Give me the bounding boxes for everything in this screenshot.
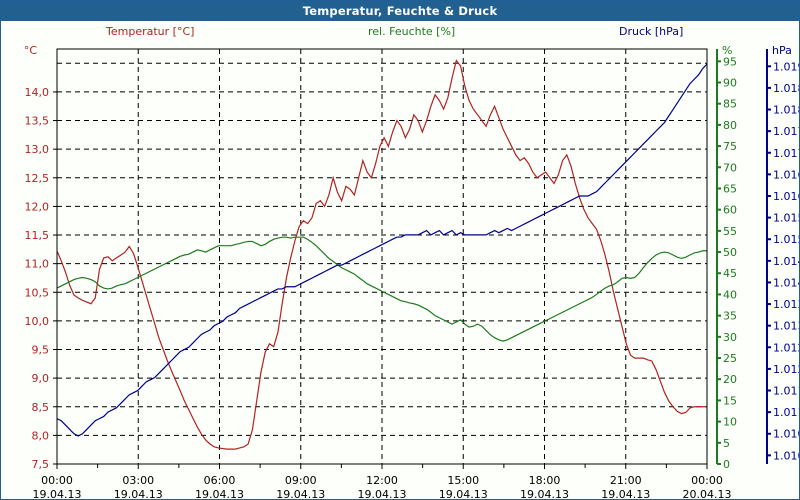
axis-ticklabel-humidity: 40 (723, 288, 737, 301)
axis-ticklabel-temperature: 9,0 (32, 372, 50, 385)
window-titlebar: Temperatur, Feuchte & Druck (1, 1, 799, 21)
axis-ticklabel-humidity: 35 (723, 310, 737, 323)
series-line-temperature (56, 59, 707, 450)
axis-ticklabel-time: 06:00 (204, 474, 236, 487)
axis-ticklabel-temperature: 8,5 (32, 401, 50, 414)
axis-ticklabel-pressure: 1.016 (773, 190, 799, 203)
axis-ticklabel-humidity: 60 (723, 204, 737, 217)
axis-ticklabel-pressure: 1.012 (773, 341, 799, 354)
axis-ticklabel-humidity: 65 (723, 182, 737, 195)
legend-label-temperature: Temperatur [°C] (106, 25, 195, 38)
axis-ticklabel-humidity: 85 (723, 98, 737, 111)
chart-plot-area: °C 14,0 13,5 13,0 12,5 12,0 11,5 11,0 10,5 10,0 9,… (1, 21, 799, 499)
axis-ticklabel-humidity: 5 (723, 437, 730, 450)
axis-ticklabel-pressure: 1.011 (773, 406, 799, 419)
axis-ticklabel-pressure: 1.014 (773, 255, 799, 268)
axis-ticklabel-humidity: 75 (723, 140, 737, 153)
axis-ticklabel-humidity: 45 (723, 267, 737, 280)
axis-ticklabel-pressure: 1.018 (773, 104, 799, 117)
axis-ticklabel-pressure: 1.017 (773, 147, 799, 160)
axis-ticklabel-temperature: 9,5 (32, 344, 50, 357)
legend-label-pressure: Druck [hPa] (619, 25, 684, 38)
axis-ticklabel-time: 21:00 (610, 474, 642, 487)
axis-ticklabel-humidity: 80 (723, 119, 737, 132)
legend-label-humidity: rel. Feuchte [%] (368, 25, 456, 38)
axis-ticklabel-date: 20.04.13 (683, 488, 732, 499)
axis-ticklabel-humidity: 55 (723, 225, 737, 238)
axis-ticklabel-time: 03:00 (122, 474, 154, 487)
legend-item-temperature: Temperatur [°C] (106, 25, 194, 38)
axis-ticklabel-temperature: 10,5 (25, 286, 50, 299)
axis-ticklabel-temperature: 11,0 (25, 258, 50, 271)
axis-ticklabel-date: 19.04.13 (33, 488, 82, 499)
axis-ticklabel-pressure: 1.017 (773, 125, 799, 138)
axis-ticklabel-humidity: 20 (723, 373, 737, 386)
axis-ticklabel-date: 19.04.13 (195, 488, 244, 499)
axis-ticklabel-temperature: 12,5 (25, 172, 50, 185)
plot-border (56, 48, 708, 465)
axis-ticklabel-time: 15:00 (447, 474, 479, 487)
axis-ticklabel-pressure: 1.011 (773, 385, 799, 398)
axis-ticklabel-pressure: 1.010 (773, 449, 799, 462)
axis-ticklabel-time: 09:00 (285, 474, 317, 487)
window-title: Temperatur, Feuchte & Druck (302, 4, 498, 18)
axis-unit-temperature: °C (24, 44, 38, 57)
axis-ticklabel-date: 19.04.13 (439, 488, 488, 499)
axis-ticklabel-pressure: 1.012 (773, 363, 799, 376)
axis-ticklabel-pressure: 1.015 (773, 212, 799, 225)
axis-ticklabel-pressure: 1.016 (773, 168, 799, 181)
axis-ticklabel-temperature: 13,0 (25, 143, 50, 156)
legend-item-humidity: rel. Feuchte [%] (368, 25, 455, 38)
axis-ticklabel-time: 12:00 (366, 474, 398, 487)
axis-ticklabel-pressure: 1.014 (773, 276, 799, 289)
axis-ticklabel-temperature: 11,5 (25, 229, 50, 242)
axis-ticklabel-humidity: 15 (723, 394, 737, 407)
axis-ticklabel-pressure: 1.019 (773, 60, 799, 73)
axis-ticklabel-humidity: 90 (723, 76, 737, 89)
axis-ticklabel-pressure: 1.010 (773, 428, 799, 441)
axis-ticklabel-temperature: 12,0 (25, 200, 50, 213)
axis-ticklabel-humidity: 70 (723, 161, 737, 174)
axis-ticklabel-time: 18:00 (529, 474, 561, 487)
weather-chart: °C 14,0 13,5 13,0 12,5 12,0 11,5 11,0 10,5 10,0 9,… (24, 44, 799, 499)
axis-ticklabel-date: 19.04.13 (601, 488, 650, 499)
axis-unit-pressure: hPa (772, 44, 792, 57)
series-line-pressure (56, 63, 708, 437)
axis-ticklabel-time: 00:00 (41, 474, 73, 487)
axis-ticklabel-date: 19.04.13 (358, 488, 407, 499)
axis-ticklabel-date: 19.04.13 (276, 488, 325, 499)
axis-ticklabel-date: 19.04.13 (114, 488, 163, 499)
axis-ticklabel-temperature: 13,5 (25, 115, 50, 128)
axis-ticklabel-humidity: 95 (723, 55, 737, 68)
axis-ticklabel-humidity: 0 (723, 458, 730, 471)
axis-ticklabel-temperature: 14,0 (25, 86, 50, 99)
axis-ticklabel-pressure: 1.013 (773, 298, 799, 311)
axis-ticklabel-pressure: 1.018 (773, 82, 799, 95)
axis-ticklabel-humidity: 25 (723, 352, 737, 365)
axis-unit-humidity: % (722, 44, 732, 57)
axis-ticklabel-pressure: 1.013 (773, 320, 799, 333)
axis-ticklabel-humidity: 30 (723, 331, 737, 344)
axis-ticklabel-time: 00:00 (691, 474, 723, 487)
legend-item-pressure: Druck [hPa] (619, 25, 683, 38)
axis-ticklabel-temperature: 10,0 (25, 315, 50, 328)
axis-ticklabel-humidity: 10 (723, 416, 737, 429)
axis-ticklabel-humidity: 50 (723, 246, 737, 259)
series-line-humidity (56, 236, 707, 342)
axis-ticklabel-temperature: 8,0 (32, 429, 50, 442)
axis-ticklabel-date: 19.04.13 (520, 488, 569, 499)
axis-ticklabel-pressure: 1.015 (773, 233, 799, 246)
axis-ticklabel-temperature: 7,5 (32, 458, 50, 471)
